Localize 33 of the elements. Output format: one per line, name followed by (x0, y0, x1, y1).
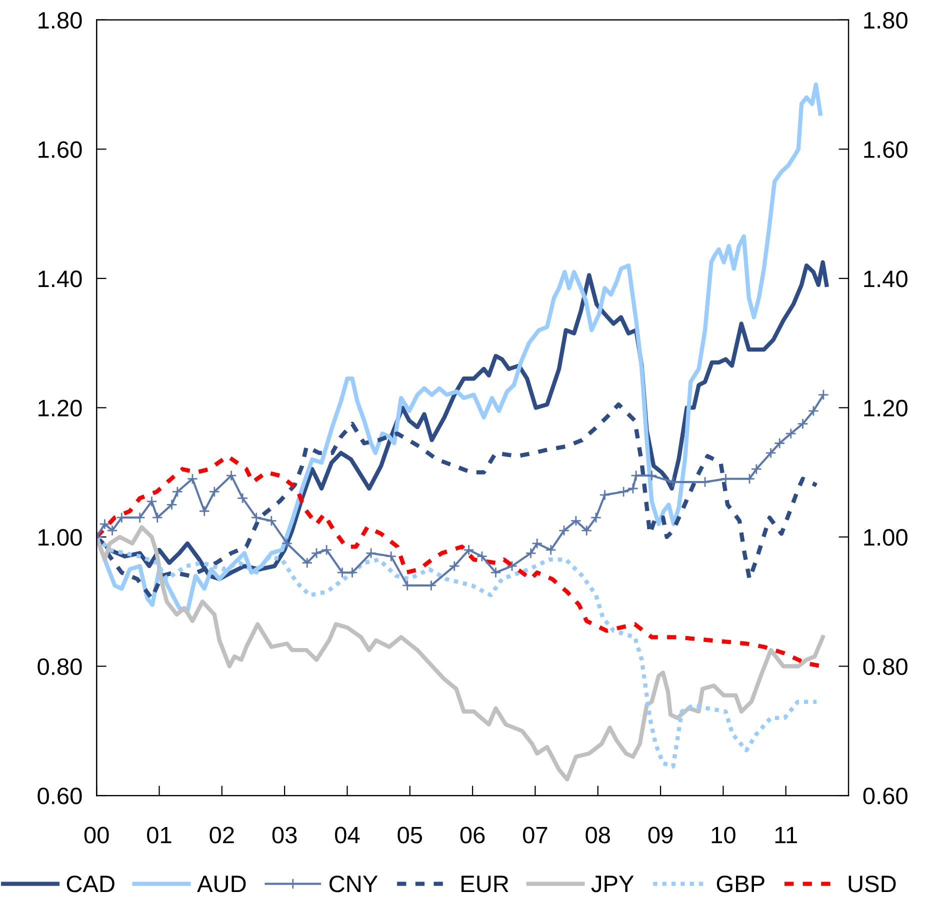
x-tick-label: 04 (335, 826, 360, 844)
legend-label: CAD (66, 876, 114, 892)
legend-label: AUD (197, 876, 246, 892)
x-tick-label: 02 (210, 826, 234, 844)
x-tick-label: 11 (775, 826, 797, 844)
x-tick-label: 05 (398, 826, 422, 844)
y2-tick-label: 1.20 (864, 400, 908, 416)
y-tick-label: 1.60 (38, 141, 82, 158)
legend-label: CNY (330, 876, 378, 892)
legend-label: EUR (462, 876, 508, 892)
y-tick-label: 1.40 (38, 270, 82, 288)
x-tick-label: 10 (712, 826, 736, 844)
legend-label: JPY (591, 876, 634, 892)
x-tick-label: 09 (648, 826, 673, 844)
y-tick-label: 1.00 (38, 529, 82, 546)
y2-tick-label: 1.80 (864, 12, 908, 29)
y-tick-label: 0.80 (38, 658, 82, 676)
x-tick-label: 00 (84, 826, 109, 844)
y2-tick-label: 0.60 (863, 788, 908, 804)
legend-label: GBP (716, 876, 764, 892)
y2-tick-label: 1.40 (864, 270, 908, 288)
y-tick-label: 0.60 (38, 788, 82, 804)
legend-label: USD (848, 876, 896, 892)
x-tick-label: 07 (523, 826, 548, 844)
y2-tick-label: 1.00 (864, 529, 908, 546)
y2-tick-label: 0.80 (863, 658, 908, 676)
y2-tick-label: 1.60 (864, 141, 908, 158)
x-tick-label: 06 (460, 826, 485, 844)
y-tick-label: 1.20 (38, 400, 82, 416)
x-tick-label: 01 (147, 826, 172, 844)
y-tick-label: 1.80 (38, 12, 82, 29)
x-tick-label: 08 (586, 826, 610, 844)
x-tick-label: 03 (272, 826, 297, 844)
